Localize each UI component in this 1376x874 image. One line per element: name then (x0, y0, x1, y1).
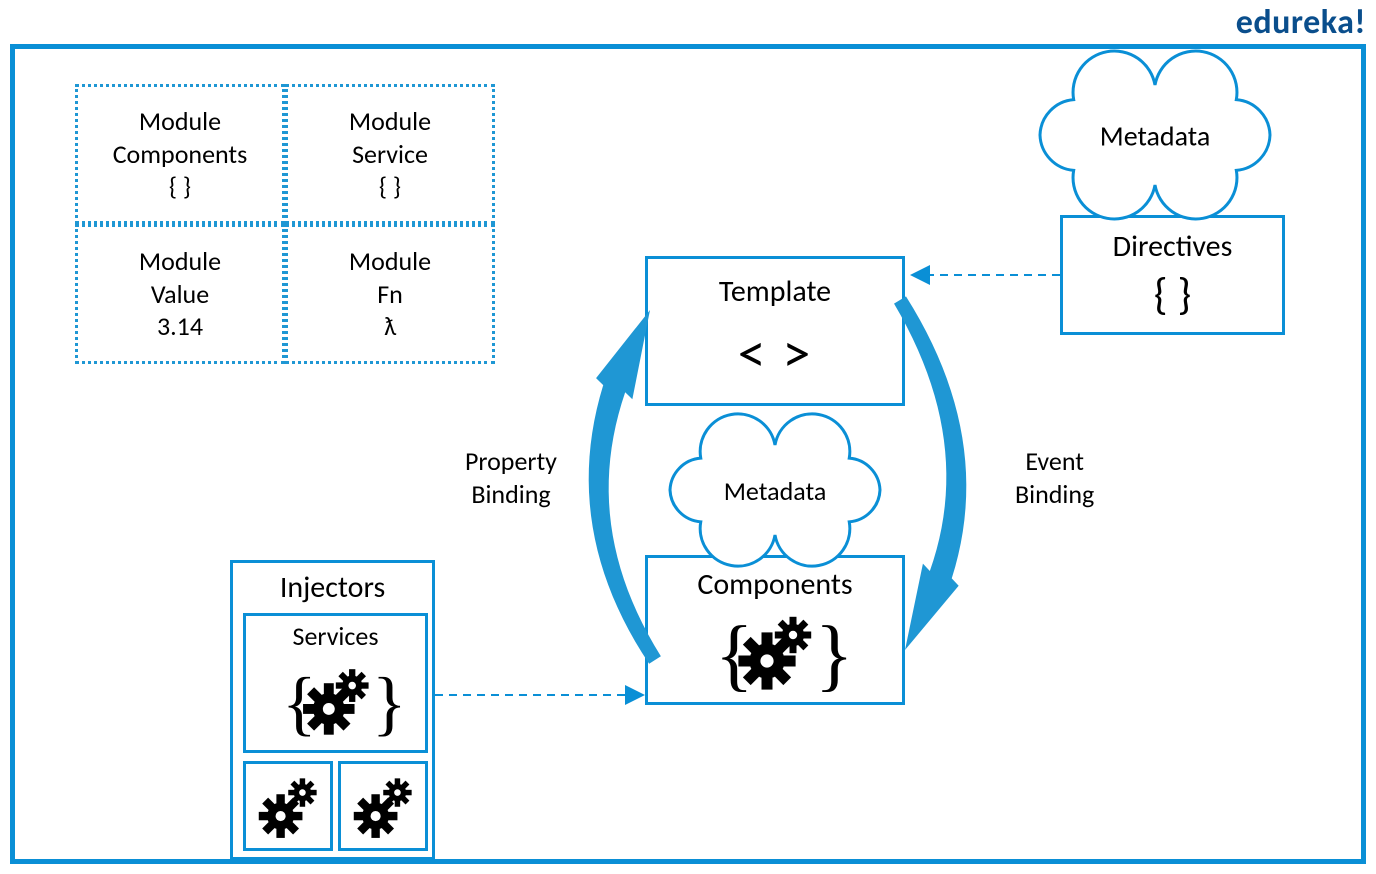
module-cell-line2: Value (151, 278, 209, 310)
module-cell-line3: 3.14 (157, 310, 203, 342)
module-cell-line2: Service (352, 138, 428, 170)
label-line: Event (1025, 445, 1084, 477)
gears-icon (341, 764, 427, 848)
module-cell-line2: Components (113, 138, 248, 170)
template-title: Template (719, 273, 831, 310)
directives-title: Directives (1113, 228, 1233, 265)
brand-watermark: edureka! (1236, 2, 1366, 43)
injectors-box: Injectors Services { } (230, 560, 435, 860)
injectors-title: Injectors (280, 569, 385, 606)
property-binding-label: Property Binding (465, 445, 557, 510)
module-cell-line3: ƛ (384, 310, 396, 342)
event-binding-label: Event Binding (1015, 445, 1094, 510)
module-service-cell: Module Service { } (285, 84, 495, 224)
label-line: Binding (1015, 478, 1094, 510)
svg-text:}: } (372, 663, 407, 743)
components-box: Components { } (645, 555, 905, 705)
module-cell-line2: Fn (377, 278, 403, 310)
label-line: Binding (471, 478, 550, 510)
module-cell-line1: Module (349, 105, 431, 137)
services-label: Services (293, 620, 379, 652)
directives-box: Directives { } (1060, 215, 1285, 335)
module-components-cell: Module Components { } (75, 84, 285, 224)
module-cell-line1: Module (139, 105, 221, 137)
gears-with-braces-icon: { } (246, 652, 426, 747)
gears-icon (246, 764, 332, 848)
svg-text:}: } (815, 611, 853, 698)
module-cell-line1: Module (139, 245, 221, 277)
services-box: Services { } (243, 613, 428, 753)
module-cell-line3: { } (169, 170, 191, 202)
injector-slot-2 (338, 761, 428, 851)
module-cell-line3: { } (379, 170, 401, 202)
components-title: Components (697, 566, 852, 603)
template-box: Template < > (645, 256, 905, 406)
brand-text: edureka! (1236, 2, 1366, 43)
module-fn-cell: Module Fn ƛ (285, 224, 495, 364)
module-cell-line1: Module (349, 245, 431, 277)
svg-text:{: { (282, 663, 317, 743)
gears-with-braces-icon: { } (675, 603, 875, 698)
module-value-cell: Module Value 3.14 (75, 224, 285, 364)
template-symbol: < > (738, 320, 812, 388)
injector-slot-1 (243, 761, 333, 851)
label-line: Property (465, 445, 557, 477)
directives-symbol: { } (1154, 267, 1192, 321)
svg-text:{: { (715, 611, 753, 698)
